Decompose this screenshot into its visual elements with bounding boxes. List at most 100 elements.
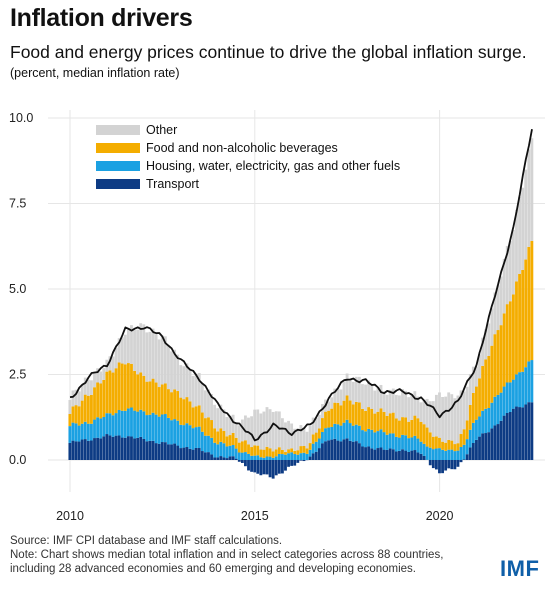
bar-other — [527, 149, 531, 247]
bar-month — [74, 389, 78, 460]
total-line-layer — [69, 129, 533, 442]
bar-housing — [490, 402, 494, 429]
bar-other — [163, 336, 167, 384]
bar-other — [453, 398, 457, 445]
bar-transport — [130, 436, 133, 460]
legend-label: Food and non-alcoholic beverages — [146, 141, 338, 155]
bar-food — [225, 436, 229, 447]
bar-housing — [163, 414, 167, 443]
bar-food — [299, 446, 303, 454]
bar-food — [373, 413, 377, 433]
bar-housing — [213, 442, 217, 458]
bar-housing — [385, 434, 389, 450]
bar-month — [398, 395, 401, 460]
bar-food — [345, 395, 349, 420]
bar-food — [296, 450, 300, 455]
bar-housing — [284, 454, 287, 460]
bar-transport — [271, 460, 275, 479]
bar-month — [530, 138, 534, 460]
bar-other — [499, 276, 503, 326]
bar-food — [219, 428, 223, 442]
bar-transport — [382, 449, 386, 460]
bar-other — [484, 329, 488, 360]
bar-other — [293, 428, 297, 451]
y-tick-label: 0.0 — [9, 453, 26, 467]
bar-food — [185, 397, 189, 424]
bar-month — [126, 328, 130, 460]
bar-other — [99, 371, 103, 384]
bar-food — [434, 436, 438, 449]
bar-other — [179, 365, 183, 398]
bar-transport — [468, 447, 472, 460]
bar-food — [284, 452, 287, 455]
bar-other — [336, 388, 340, 403]
bar-transport — [207, 452, 210, 460]
y-tick-label: 2.5 — [9, 368, 26, 382]
bar-food — [311, 434, 315, 444]
bar-month — [163, 336, 167, 460]
bar-month — [219, 404, 223, 460]
bar-food — [142, 375, 146, 412]
bar-food — [321, 418, 324, 432]
bar-housing — [160, 414, 164, 443]
bar-housing — [93, 419, 96, 439]
bar-transport — [265, 460, 269, 475]
bar-food — [271, 451, 275, 458]
bar-transport — [90, 440, 93, 460]
bar-transport — [250, 460, 254, 472]
bar-month — [413, 391, 417, 460]
bar-housing — [438, 448, 441, 460]
bar-other — [422, 399, 426, 425]
bar-month — [354, 376, 358, 460]
bar-other — [404, 390, 408, 418]
bar-month — [305, 431, 309, 461]
bar-food — [518, 273, 521, 373]
bar-housing — [364, 431, 367, 448]
bar-transport — [126, 436, 130, 460]
bar-other — [339, 389, 343, 406]
bar-housing — [142, 411, 146, 439]
bar-housing — [471, 422, 475, 443]
bar-food — [157, 387, 161, 417]
bar-month — [136, 329, 140, 460]
bar-housing — [210, 437, 213, 455]
bar-housing — [277, 453, 281, 460]
bar-food — [391, 412, 395, 434]
bar-month — [287, 420, 290, 467]
bar-food — [524, 259, 528, 368]
bar-food — [247, 444, 250, 454]
bar-transport — [324, 441, 327, 460]
bar-housing — [462, 444, 466, 460]
bar-transport — [431, 460, 435, 469]
bar-transport — [163, 442, 167, 460]
bar-housing — [130, 407, 133, 437]
bar-month — [280, 418, 284, 474]
bar-month — [210, 394, 213, 460]
bar-month — [262, 411, 266, 475]
bar-other — [83, 377, 87, 395]
bar-other — [191, 375, 195, 408]
bar-month — [308, 425, 312, 460]
bar-transport — [527, 402, 531, 460]
bar-month — [277, 411, 281, 474]
bar-housing — [493, 396, 497, 426]
bar-other — [317, 414, 321, 429]
bar-food — [120, 363, 124, 411]
bar-food — [154, 382, 158, 415]
bar-other — [210, 394, 213, 421]
bar-transport — [419, 453, 423, 460]
bar-food — [481, 365, 485, 411]
bar-other — [444, 396, 448, 443]
bar-other — [167, 345, 170, 390]
bar-other — [394, 394, 398, 419]
bar-food — [277, 447, 281, 454]
bar-housing — [222, 443, 226, 458]
bar-month — [419, 402, 423, 460]
bar-transport — [505, 412, 509, 460]
bar-housing — [496, 394, 500, 425]
bar-month — [145, 332, 149, 460]
bar-housing — [157, 416, 161, 444]
note-line-2: including 28 advanced economies and 60 e… — [10, 563, 416, 575]
bar-other — [518, 196, 521, 274]
bar-housing — [83, 421, 87, 440]
